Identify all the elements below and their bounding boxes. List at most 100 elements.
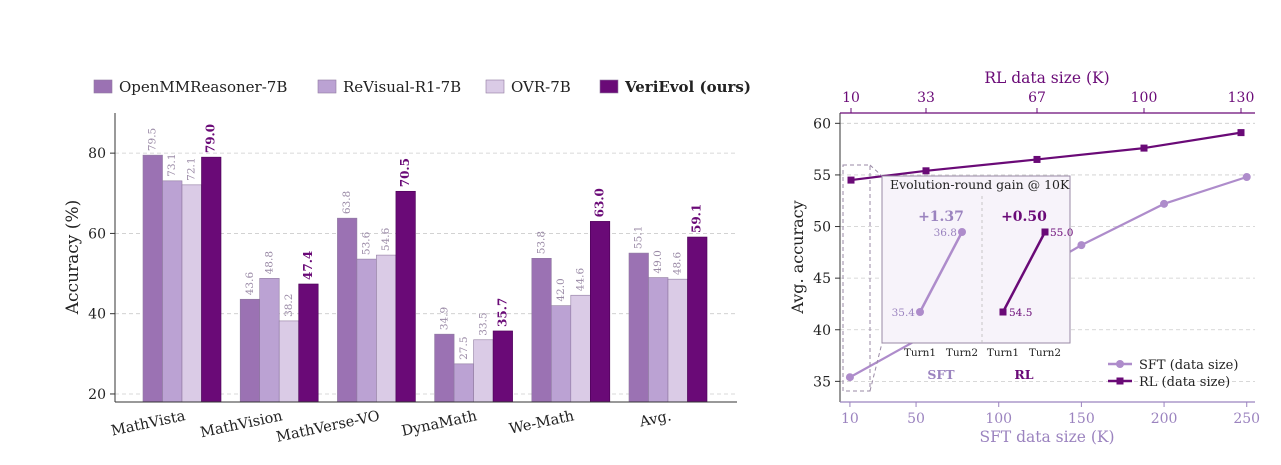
y-tick-label: 55 (813, 168, 831, 184)
data-label: 59.1 (690, 204, 704, 233)
y-tick-label: 60 (88, 226, 106, 242)
x-tick-label: 50 (907, 411, 925, 427)
zoom-connector (869, 342, 883, 392)
x-tick-label: Avg. (637, 408, 673, 431)
y-tick-label: 50 (813, 220, 831, 236)
inset: Evolution-round gain @ 10K 35.4 36.8 +1.37 5… (881, 175, 1073, 382)
x-tick-label: 250 (1233, 411, 1260, 427)
bar (531, 258, 552, 403)
data-label: 49.0 (652, 250, 664, 273)
y-tick-label: 80 (88, 146, 106, 162)
bar (298, 283, 319, 403)
bar (239, 298, 260, 403)
inset-group-label: RL (1014, 367, 1033, 382)
sft-point (845, 373, 854, 382)
x-tick-label: MathVerse-VO (275, 408, 381, 446)
bar (356, 258, 377, 403)
sft-point (1077, 241, 1086, 250)
x2-tick-label: 100 (1131, 90, 1158, 106)
legend-label: SFT (data size) (1139, 358, 1238, 373)
inset-category-label: Turn2 (1029, 347, 1061, 359)
sft-point (1242, 172, 1251, 181)
data-label: 79.5 (147, 128, 159, 151)
legend-label: VeriEvol (ours) (624, 78, 751, 96)
bar (473, 339, 494, 403)
x-tick-label: 150 (1068, 411, 1095, 427)
legend-swatch (317, 79, 337, 94)
inset-title: Evolution-round gain @ 10K (890, 177, 1070, 192)
inset-rl-point (999, 308, 1007, 316)
legend-label: ReVisual-R1-7B (343, 78, 461, 96)
data-label: 44.6 (575, 268, 587, 292)
bar (181, 184, 202, 403)
x2-tick-label: 33 (917, 90, 935, 106)
x-tick-label: MathVista (110, 408, 187, 439)
x2-axis-label: RL data size (K) (984, 69, 1109, 87)
x-axis-label: SFT data size (K) (979, 428, 1114, 446)
legend-label: OpenMMReasoner-7B (119, 78, 287, 96)
data-label: 27.5 (458, 336, 470, 359)
data-label: 63.0 (593, 188, 607, 217)
inset-sft-point (958, 228, 966, 236)
legend-label: RL (data size) (1139, 375, 1230, 390)
bar (162, 180, 183, 403)
y-tick-label: 35 (813, 374, 831, 390)
inset-rl-line (1001, 231, 1047, 313)
data-label: 47.4 (301, 251, 315, 280)
data-label: 53.8 (536, 231, 548, 254)
bar (628, 252, 649, 403)
bar (492, 330, 513, 403)
data-label: 48.8 (263, 251, 275, 274)
x2-tick-label: 10 (842, 90, 860, 106)
x-tick-label: 10 (841, 411, 859, 427)
bar (550, 305, 572, 403)
bar-chart: 20 40 60 80 79.5 73.1 72.1 79.0 MathVista 43.6 48.… (63, 78, 751, 446)
bar (395, 190, 416, 403)
bar (376, 254, 397, 403)
data-label: 43.6 (244, 272, 256, 296)
x2-tick-label: 67 (1028, 90, 1046, 106)
legend-swatch (599, 79, 619, 94)
data-label: 55.1 (633, 226, 645, 249)
bar (259, 278, 280, 403)
x-tick-label: 200 (1151, 411, 1178, 427)
inset-value-label: 36.8 (934, 227, 957, 239)
rl-point (847, 176, 855, 184)
y-axis-label: Avg. accuracy (788, 200, 807, 314)
data-label: 54.6 (380, 227, 392, 251)
bar (142, 154, 163, 403)
y-tick-label: 20 (88, 387, 106, 403)
sft-point (1160, 199, 1169, 208)
data-label: 34.9 (438, 307, 450, 330)
y-tick-label: 40 (88, 307, 106, 323)
data-label: 35.7 (495, 298, 509, 327)
legend: SFT (data size) RL (data size) (1108, 358, 1238, 390)
inset-rl-point (1041, 228, 1049, 236)
legend-label: OVR-7B (511, 78, 571, 96)
x-tick-label: DynaMath (400, 408, 478, 440)
y-axis-label: Accuracy (%) (63, 200, 83, 315)
line-chart: 35 40 45 50 55 60 10 50 100 150 200 250 10 33 67 100 130… (788, 69, 1260, 446)
inset-group-label: SFT (927, 367, 955, 382)
y-tick-label: 45 (813, 271, 831, 287)
data-label: 33.5 (477, 312, 489, 335)
data-label: 79.0 (204, 124, 218, 153)
inset-category-label: Turn1 (904, 347, 936, 359)
legend-swatch (485, 79, 505, 94)
zoom-region (842, 164, 871, 392)
bar (648, 277, 669, 403)
inset-value-label: 55.0 (1050, 227, 1073, 239)
legend-marker-rl (1116, 377, 1124, 385)
bar (434, 333, 455, 403)
series-line-rl (850, 131, 1242, 182)
data-label: 42.0 (555, 278, 567, 301)
inset-sft-line (918, 231, 964, 313)
data-label: 72.1 (186, 157, 198, 180)
data-label: 70.5 (398, 158, 412, 187)
rl-point (922, 167, 930, 175)
x-tick-label: 100 (985, 411, 1012, 427)
bar (589, 221, 611, 403)
zoom-connector (869, 164, 883, 177)
bar (687, 236, 708, 403)
